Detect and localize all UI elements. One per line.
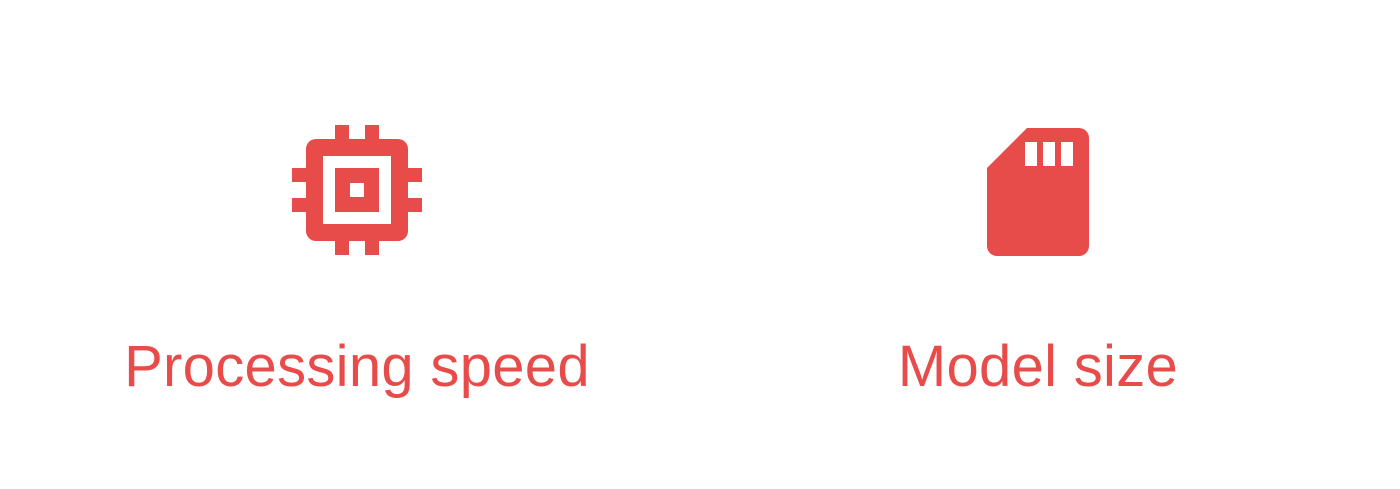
feature-processing-speed: Processing speed: [97, 0, 617, 489]
model-size-label: Model size: [897, 334, 1179, 399]
sd-card-icon: [987, 128, 1089, 256]
processing-speed-label: Processing speed: [124, 334, 590, 399]
cpu-chip-icon: [292, 125, 422, 255]
feature-model-size: Model size: [778, 0, 1298, 489]
